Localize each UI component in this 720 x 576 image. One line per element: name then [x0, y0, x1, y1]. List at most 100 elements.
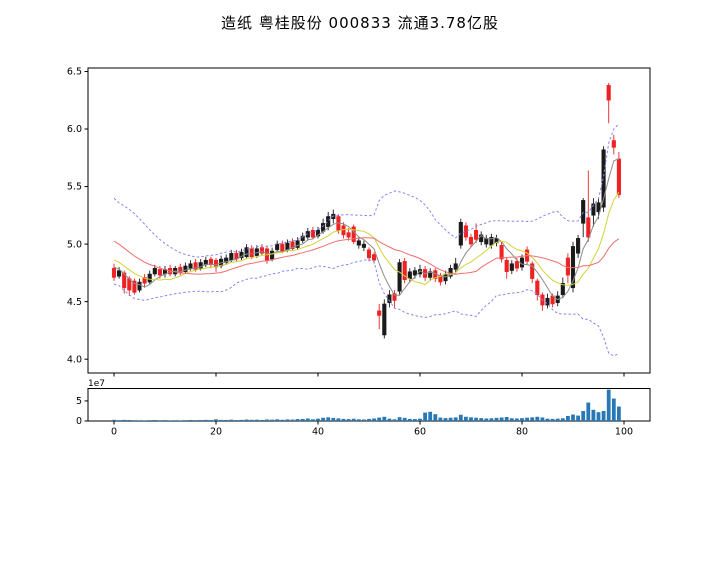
candle-body — [453, 263, 458, 270]
volume-bar — [387, 418, 392, 421]
x-tick-label: 0 — [111, 427, 117, 438]
candle-body — [372, 254, 377, 261]
volume-bar — [367, 418, 371, 421]
volume-bar — [321, 417, 325, 421]
x-tick-label: 20 — [210, 427, 222, 438]
volume-bar — [152, 420, 157, 421]
volume-bar — [300, 418, 305, 421]
volume-bar — [209, 420, 213, 421]
candle-body — [315, 230, 321, 237]
volume-bar — [438, 417, 443, 421]
candle-body — [530, 263, 535, 279]
candle-body — [208, 258, 213, 266]
x-tick-label: 40 — [312, 427, 324, 438]
volume-bar — [224, 419, 229, 421]
price-tick-label: 4.0 — [67, 354, 82, 365]
candle-body — [183, 265, 188, 272]
volume-bar — [433, 414, 438, 421]
volume-bar — [484, 418, 489, 421]
volume-bar — [198, 419, 203, 421]
volume-bar — [158, 420, 162, 421]
volume-bar — [193, 420, 198, 421]
volume-bar — [265, 419, 269, 421]
price-tick-label: 6.5 — [67, 67, 82, 78]
candle-body — [504, 259, 509, 272]
volume-bar — [474, 417, 478, 421]
volume-bar — [458, 414, 463, 421]
candle-body — [397, 262, 402, 292]
volume-bar — [591, 409, 596, 421]
volume-bar — [270, 419, 274, 421]
volume-bar — [147, 420, 152, 421]
volume-bar — [428, 411, 433, 421]
volume-bar — [530, 417, 535, 421]
volume-bar — [469, 417, 473, 421]
volume-bar — [392, 419, 397, 421]
x-tick-label: 100 — [615, 427, 633, 438]
candle-body — [259, 247, 264, 254]
volume-bar — [606, 389, 611, 421]
volume-bar — [560, 418, 565, 421]
candle-body — [366, 249, 372, 259]
candles — [111, 82, 621, 339]
volume-bar — [413, 419, 417, 421]
ma-slow-line — [113, 237, 620, 275]
candle-body — [596, 202, 601, 213]
candle-body — [407, 271, 412, 279]
bollinger-lower-band — [113, 259, 620, 357]
candle-body — [392, 293, 397, 301]
volume-bar — [611, 398, 616, 421]
candle-body — [117, 270, 122, 277]
candle-body — [147, 273, 152, 283]
candle-body — [122, 272, 127, 289]
volume-bar — [336, 418, 341, 421]
volume-bar — [346, 419, 351, 421]
volume-bar — [290, 419, 295, 421]
volume-bar — [545, 418, 550, 421]
volume-bar — [464, 416, 468, 421]
candle-body — [402, 261, 407, 281]
volume-bar — [494, 417, 499, 421]
volume-bar — [173, 420, 178, 421]
candle-body — [280, 243, 285, 252]
candle-body — [458, 221, 463, 246]
price-tick-label: 5.0 — [67, 239, 82, 250]
volume-bar — [356, 419, 361, 421]
candle-body — [611, 140, 616, 148]
ma-mid-line — [113, 191, 620, 286]
candle-body — [387, 294, 392, 304]
candle-body — [224, 257, 229, 263]
candle-body — [111, 268, 117, 278]
candle-body — [249, 248, 254, 258]
candle-body — [606, 85, 611, 101]
volume-tick-label: 5 — [76, 396, 82, 407]
price-pane-border — [87, 67, 651, 374]
candle-body — [229, 253, 234, 261]
candle-body — [157, 269, 162, 276]
candle-body — [560, 282, 565, 295]
price-tick-label: 5.5 — [67, 182, 82, 193]
candle-body — [545, 297, 550, 306]
candle-body — [581, 200, 586, 224]
x-tick-label: 60 — [414, 427, 426, 438]
candle-body — [137, 281, 142, 291]
candle-body — [152, 268, 157, 275]
candle-body — [346, 232, 351, 238]
volume-bar — [244, 419, 249, 421]
volume-bar — [316, 418, 320, 421]
candle-body — [356, 240, 361, 246]
volume-bar — [515, 418, 519, 421]
volume-bar — [203, 419, 208, 421]
volume-bar — [326, 417, 331, 421]
volume-bar — [285, 419, 290, 421]
volume-bar — [219, 419, 223, 421]
candle-body — [142, 277, 147, 284]
volume-bar — [188, 419, 193, 421]
candle-body — [132, 280, 137, 293]
chart-title: 造纸 粤桂股份 000833 流通3.78亿股 — [221, 14, 499, 32]
volume-bar — [137, 420, 142, 421]
volume-bar — [418, 418, 422, 421]
volume-bar — [183, 420, 188, 421]
candle-body — [188, 263, 193, 269]
